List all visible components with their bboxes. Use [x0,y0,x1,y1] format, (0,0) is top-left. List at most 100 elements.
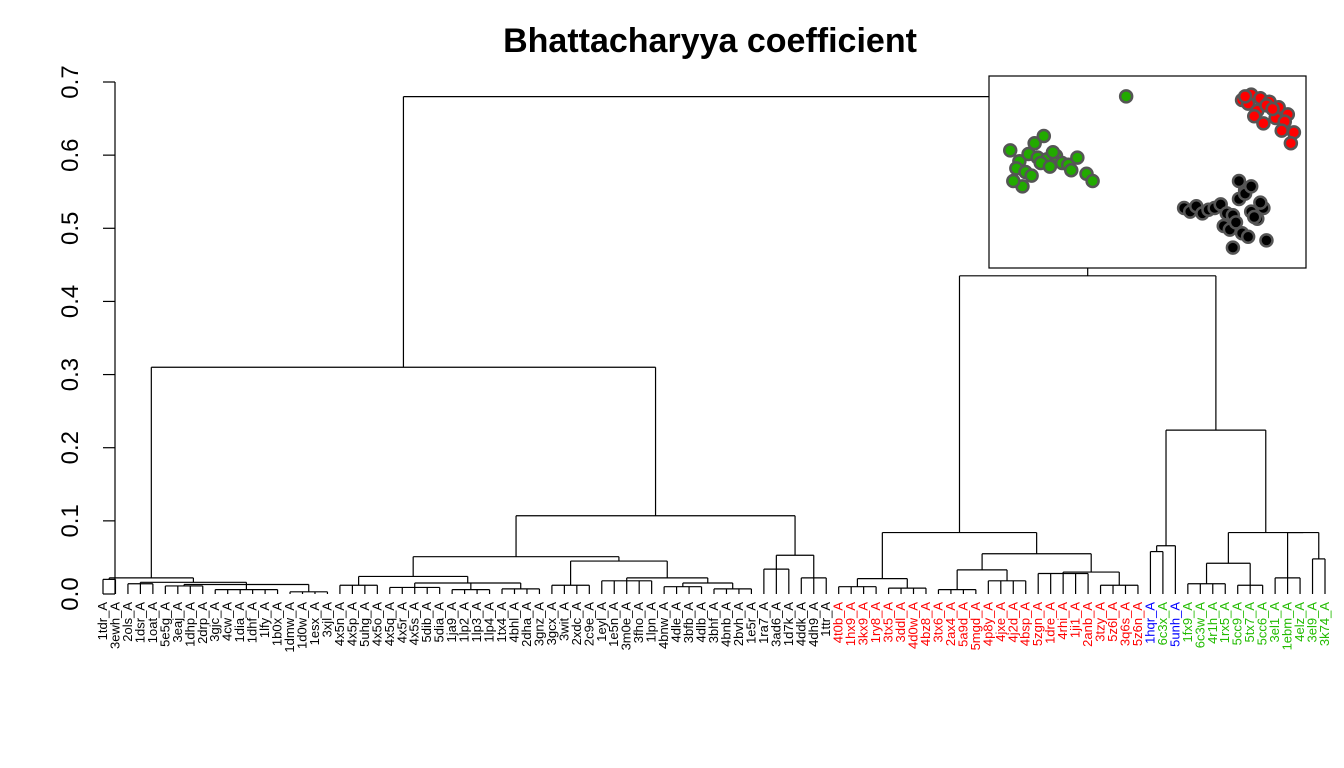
leaf-label: 1d0w_A [295,602,310,649]
leaf-label: 3gjc_A [207,602,222,642]
leaf-label: 1fx9_A [1180,602,1195,643]
leaf-label: 3xjl_A [319,602,334,638]
inset-point [1070,150,1085,165]
leaf-label: 4elz_A [1292,602,1307,642]
leaf-label: 4x5r_A [394,602,409,644]
leaf-label: 3ewh_A [107,602,122,649]
leaf-label: 1eyl_A [594,602,609,642]
inset-point [1064,162,1079,178]
leaf-label: 4x5p_A [344,602,359,646]
leaf-label: 4jxe_A [993,602,1008,642]
leaf-label: 6c3w_A [1192,602,1207,649]
y-tick-label: 0.5 [57,212,84,245]
leaf-label: 5cc9_A [1230,602,1245,646]
leaf-label: 5e5g_A [157,602,172,647]
leaf-label: 1dsr_A [132,602,147,644]
leaf-label: 3fho_A [631,602,646,644]
leaf-label: 1lp4_A [482,602,497,643]
inset-point [1085,173,1100,189]
leaf-label: 1lfy_A [257,602,272,638]
leaf-label: 1dhf_A [245,602,260,644]
leaf-label: 3q6s_A [1117,602,1132,646]
y-tick-label: 0.3 [57,358,84,391]
leaf-label: 2ax4_A [943,602,958,646]
leaf-label: 1e5r_A [743,602,758,644]
leaf-label: 5dia_A [432,602,447,643]
leaf-label: 6c3x_A [1155,602,1170,646]
leaf-label: 1e5n_A [606,602,621,647]
leaf-label: 3gcx_A [544,602,559,646]
inset-point [1024,168,1039,183]
inset-point [1240,229,1256,245]
leaf-label: 4dh9_A [806,602,821,647]
chart-title: Bhattacharyya coefficient [503,22,917,60]
leaf-label: 1dia_A [232,602,247,643]
leaf-label: 2drp_A [195,602,210,644]
leaf-label: 4x5q_A [382,602,397,646]
leaf-label: 3ad6_A [768,602,783,647]
leaf-label: 1tdr_A [95,602,110,641]
leaf-label: 1tx4_A [494,602,509,643]
leaf-label: 4bnb_A [718,602,733,647]
inset-point [1253,195,1268,210]
leaf-label: 1ebm_A [1280,602,1295,651]
leaf-label: 3tzy_A [1093,602,1108,642]
leaf-label: 3ddl_A [893,602,908,643]
leaf-label: 3el9_A [1305,602,1320,643]
inset-point [1225,240,1241,255]
inset-point [1042,159,1058,174]
y-tick-label: 0.7 [57,65,84,98]
leaf-label: 2bvh_A [731,602,746,646]
leaf-label: 3bfb_A [681,602,696,644]
leaf-label: 3bhf_A [706,602,721,644]
leaf-label: 4j2d_A [1005,602,1020,643]
inset-point [1006,173,1021,189]
y-tick-label: 0.4 [57,285,84,318]
leaf-label: 4ddk_A [793,602,808,646]
leaf-label: 1ja9_A [444,602,459,643]
leaf-label: 3tx6_A [930,602,945,643]
leaf-label: 5dib_A [419,602,434,643]
inset-point [1259,233,1274,248]
leaf-label: 4cw_A [220,602,235,641]
leaf-label: 3tx5_A [881,602,896,643]
leaf-label: 1rx5_A [1217,602,1232,644]
leaf-label: 4bnw_A [656,602,671,649]
inset-point [1256,116,1271,131]
leaf-label: 5mgd_A [968,602,983,651]
leaf-label: 4x5o_A [369,602,384,646]
leaf-label: 4bsp_A [1018,602,1033,646]
leaf-label: 5zgn_A [1030,602,1045,646]
y-tick-label: 0.0 [57,577,84,610]
leaf-label: 5cc6_A [1255,602,1270,646]
leaf-label: 4bhl_A [506,602,521,643]
leaf-labels: 1tdr_A3ewh_A2ols_A1dsr_A1oat_A5e5g_A3eaj… [95,602,1332,653]
leaf-label: 1b0x_A [270,602,285,646]
inset-point [1231,173,1247,189]
leaf-label: 1ra7_A [756,602,771,644]
leaf-label: 1hx9_A [843,602,858,646]
leaf-label: 5tx7_A [1242,602,1257,643]
leaf-label: 1lp3_A [469,602,484,643]
leaf-label: 1ttr_A [818,602,833,637]
leaf-label: 5uhg_A [357,602,372,647]
leaf-label: 2xdc_A [569,602,584,646]
inset-point [1027,135,1042,151]
leaf-label: 1ji1_A [1068,602,1083,638]
leaf-label: 5z6l_A [1105,602,1120,642]
leaf-label: 4p8y_A [980,602,995,646]
leaf-label: 4x5s_A [407,602,422,646]
leaf-label: 4dlb_A [694,602,709,643]
leaf-label: 5unh_A [1167,602,1182,647]
inset-point [1265,101,1280,117]
y-tick-label: 0.2 [57,431,84,464]
leaf-label: 3eaj_A [170,602,185,643]
leaf-label: 3kx9_A [856,602,871,646]
leaf-label: 1esx_A [307,602,322,646]
leaf-label: 3el1_A [1267,602,1282,643]
leaf-label: 4r1h_A [1205,602,1220,644]
leaf-label: 1dhp_A [182,602,197,647]
leaf-label: 5z6n_A [1130,602,1145,646]
leaf-label: 1hqr_A [1142,602,1157,644]
